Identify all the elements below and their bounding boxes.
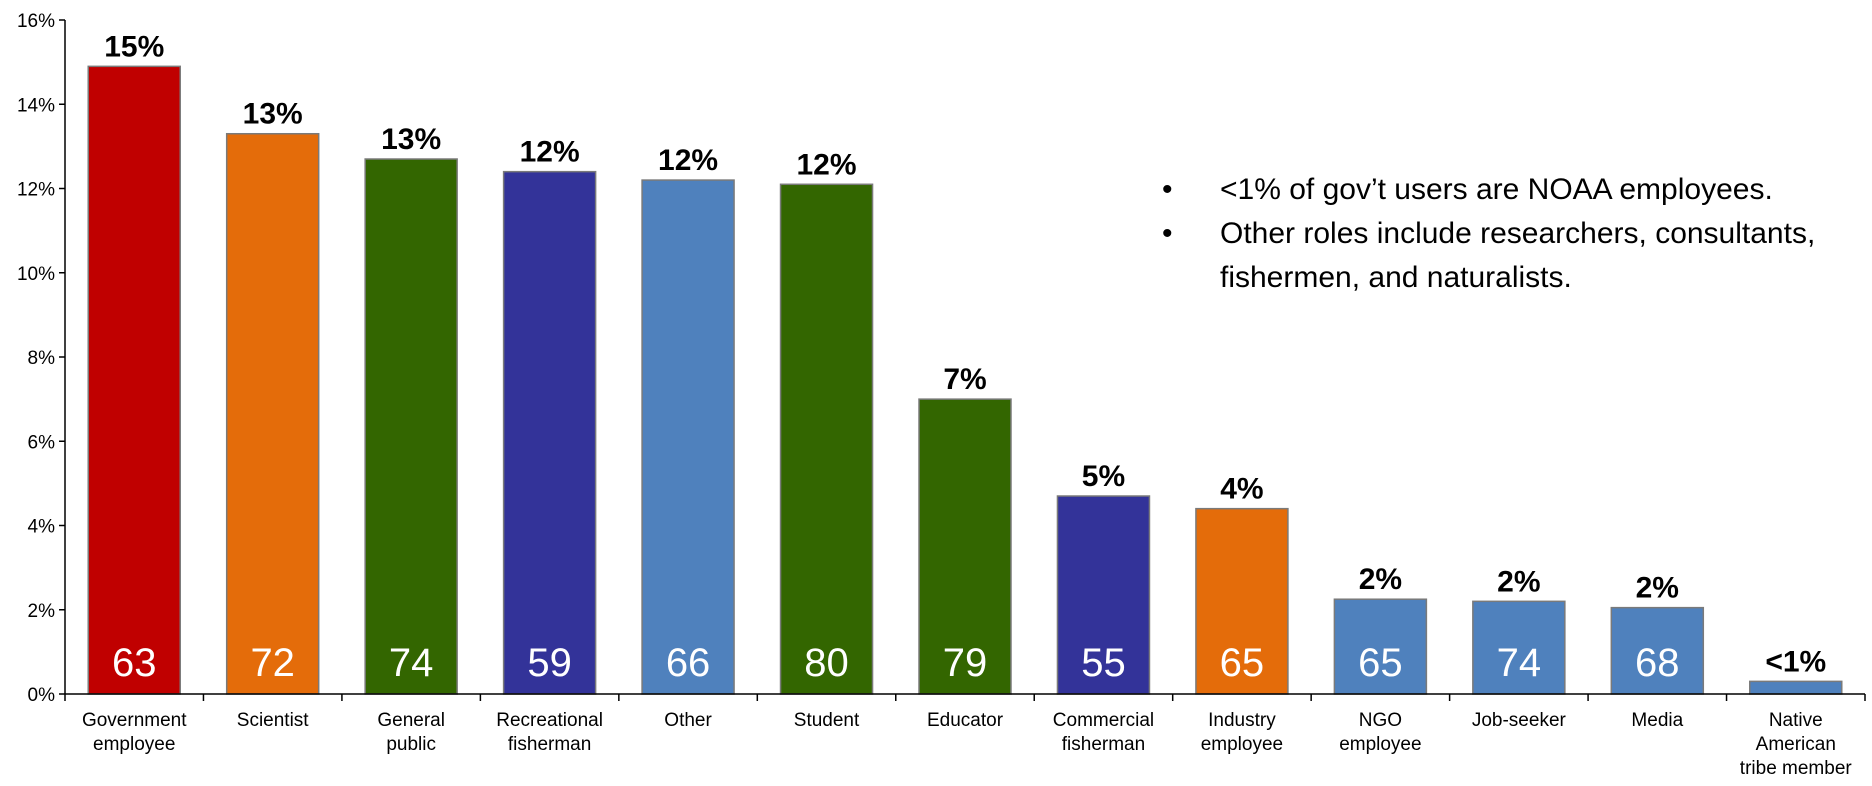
y-tick-label: 14% [17, 95, 55, 116]
category-label: Media [1631, 710, 1683, 731]
bar [1472, 600, 1566, 695]
category-label: employee [1339, 734, 1421, 755]
bar [641, 179, 735, 695]
count-label: 66 [666, 641, 711, 685]
bar [225, 132, 320, 695]
value-label: 12% [520, 136, 580, 169]
value-label: <1% [1765, 645, 1826, 678]
category-label: Recreational [496, 710, 603, 731]
bar [87, 65, 181, 695]
bar [1610, 606, 1705, 695]
bars: 15% 63 13% 72 13% 74 12% 59 12% 66 12% 80 7% 79 5% 55 4%… [87, 30, 1843, 695]
bullet-icon: • [1162, 173, 1173, 206]
count-label: 80 [804, 641, 849, 685]
bullet-icon: • [1162, 217, 1173, 250]
note-text: <1% of gov’t users are NOAA employees. [1220, 173, 1773, 206]
category-label: fisherman [1062, 734, 1145, 755]
count-label: 74 [389, 641, 434, 685]
category-label: public [386, 734, 436, 755]
bar [1749, 680, 1843, 695]
count-label: 63 [112, 641, 157, 685]
y-tick-label: 0% [28, 685, 56, 706]
value-label: 4% [1220, 473, 1263, 506]
category-label: Job-seeker [1472, 710, 1567, 731]
note-item: • Other roles include researchers, consul… [1156, 212, 1840, 300]
value-label: 12% [797, 148, 857, 181]
category-label: tribe member [1740, 758, 1853, 779]
value-label: 2% [1497, 565, 1540, 598]
value-label: 5% [1082, 460, 1125, 493]
y-tick-label: 16% [17, 11, 55, 32]
bar [1333, 598, 1428, 695]
category-label: American [1756, 734, 1836, 755]
value-label: 13% [243, 98, 303, 131]
count-label: 65 [1358, 641, 1403, 685]
bar [779, 183, 874, 695]
count-label: 79 [943, 641, 988, 685]
category-label: Commercial [1053, 710, 1154, 731]
value-label: 13% [381, 123, 441, 156]
count-label: 74 [1497, 641, 1542, 685]
category-label: Government [82, 710, 187, 731]
y-tick-label: 6% [28, 432, 56, 453]
bar [918, 398, 1012, 695]
bar [1056, 495, 1151, 695]
category-label: Educator [927, 710, 1004, 731]
x-axis: Government employee Scientist General public… [64, 693, 1866, 779]
category-label: employee [1201, 734, 1283, 755]
y-tick-label: 4% [28, 517, 56, 538]
y-tick-label: 12% [17, 180, 55, 201]
y-tick-label: 2% [28, 601, 56, 622]
category-label: fisherman [508, 734, 591, 755]
count-label: 65 [1220, 641, 1265, 685]
count-label: 55 [1081, 641, 1126, 685]
value-label: 7% [943, 363, 986, 396]
bar [364, 158, 458, 695]
value-label: 15% [104, 30, 164, 63]
value-label: 2% [1636, 572, 1679, 605]
notes-list: • <1% of gov’t users are NOAA employees. … [1156, 168, 1840, 300]
bar [502, 170, 597, 695]
y-tick-label: 10% [17, 264, 55, 285]
y-axis: 0% 2% 4% 6% 8% 10% 12% 14% 16% [17, 11, 66, 706]
note-text: Other roles include researchers, consult… [1220, 217, 1816, 294]
category-label: Native [1769, 710, 1823, 731]
category-label: Scientist [237, 710, 310, 731]
count-label: 68 [1635, 641, 1680, 685]
y-tick-label: 8% [28, 348, 56, 369]
count-label: 72 [250, 641, 295, 685]
category-label: NGO [1359, 710, 1402, 731]
category-label: General [377, 710, 445, 731]
category-label: Student [794, 710, 860, 731]
category-label: Other [664, 710, 712, 731]
count-label: 59 [527, 641, 572, 685]
value-label: 2% [1359, 563, 1402, 596]
value-label: 12% [658, 144, 718, 177]
note-item: • <1% of gov’t users are NOAA employees. [1156, 168, 1840, 212]
category-label: Industry [1208, 710, 1276, 731]
category-label: employee [93, 734, 175, 755]
